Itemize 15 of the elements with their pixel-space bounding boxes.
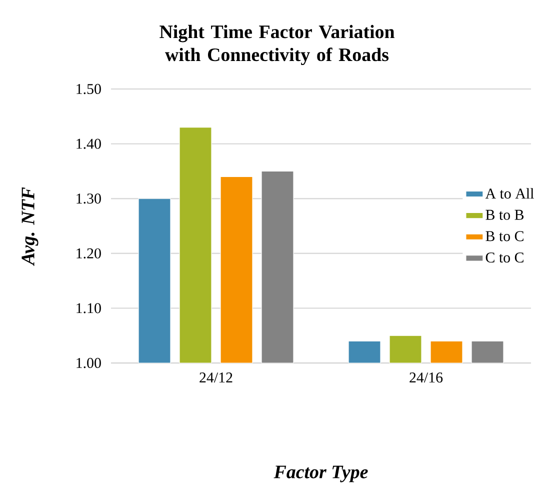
legend-label: B to B bbox=[486, 210, 524, 220]
y-tick-label: 1.10 bbox=[76, 303, 101, 314]
x-tick-label: 24/12 bbox=[200, 372, 232, 383]
chart-title: Night Time Factor Variation with Connectivity of Roads bbox=[160, 24, 395, 66]
legend-label: B to C bbox=[486, 231, 524, 242]
x-tick-label: 24/16 bbox=[410, 372, 443, 383]
y-tick-label: 1.40 bbox=[76, 138, 101, 149]
y-tick-label: 1.30 bbox=[76, 194, 101, 204]
y-tick-label: 1.20 bbox=[76, 248, 101, 258]
legend-label: C to C bbox=[486, 252, 524, 263]
x-axis-title: Factor Type bbox=[274, 466, 368, 482]
y-tick-label: 1.50 bbox=[76, 84, 101, 94]
y-tick-label: 1.00 bbox=[76, 358, 101, 368]
y-axis-title: Avg. NTF bbox=[22, 187, 38, 266]
legend-label: A to All bbox=[485, 188, 534, 199]
